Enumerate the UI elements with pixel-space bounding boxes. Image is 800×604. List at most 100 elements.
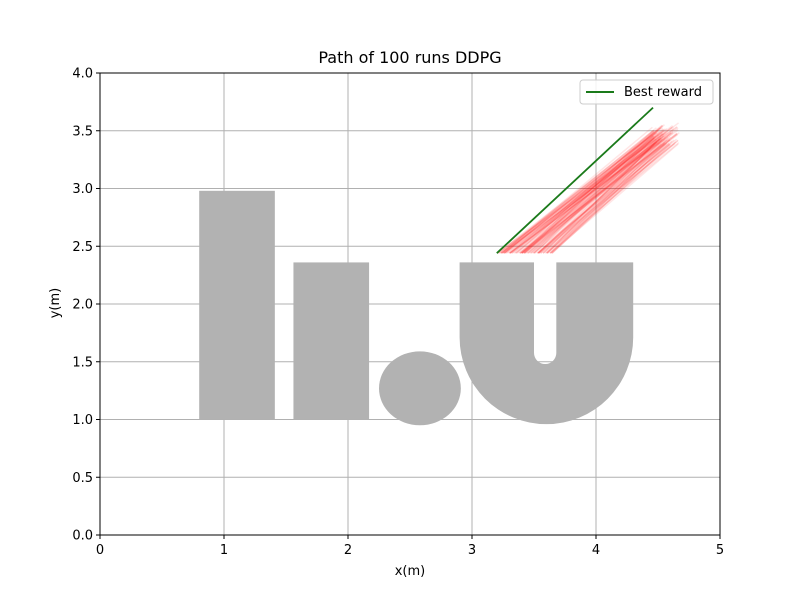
run-path-0 [523,136,669,254]
run-path-44 [531,137,655,254]
legend-box [579,79,714,105]
run-path-25 [550,143,679,254]
run-path-43 [503,132,657,254]
y-tick-label-4: 2.0 [72,298,93,313]
run-path-73 [519,132,678,254]
run-path-48 [536,139,671,254]
run-path-1 [509,130,665,254]
run-path-96 [530,138,664,254]
run-path-8 [503,124,665,254]
run-path-32 [521,133,678,254]
run-path-37 [542,141,658,254]
obstacle-circle-2 [379,351,461,426]
run-path-99 [544,142,665,254]
run-path-23 [509,132,674,254]
x-tick-label-2: 2 [344,543,352,558]
obstacle-rect-0 [199,190,275,420]
run-path-41 [523,135,655,254]
run-path-28 [508,128,664,254]
run-paths [496,122,680,254]
run-path-76 [514,134,654,254]
run-path-71 [546,142,670,254]
run-path-34 [546,142,660,254]
run-path-63 [521,132,678,254]
run-path-10 [533,138,661,254]
run-path-89 [505,127,679,254]
run-path-52 [520,133,664,254]
run-path-60 [520,131,655,254]
y-axis-label: y(m) [48,288,63,319]
x-tick-label-1: 1 [220,543,228,558]
series-lines [496,106,654,254]
run-path-42 [509,127,661,254]
run-path-64 [499,126,663,254]
x-axis-label: x(m) [395,564,426,579]
y-tick-label-6: 3.0 [72,182,93,197]
run-path-3 [519,131,661,254]
y-tick-label-8: 4.0 [72,67,93,82]
run-path-19 [519,132,672,254]
run-path-20 [549,143,662,254]
run-path-30 [496,124,663,254]
run-path-95 [537,139,668,254]
run-path-40 [523,135,654,254]
run-path-72 [542,141,658,254]
run-path-36 [533,138,678,254]
run-path-31 [520,131,655,254]
y-tick-label-0: 0.0 [72,529,93,544]
run-path-24 [511,128,675,254]
run-path-65 [551,143,672,254]
legend: Best reward [579,79,714,105]
obstacles [199,190,634,426]
run-path-66 [534,138,658,254]
run-path-51 [513,130,654,254]
obstacle-u-shape-3 [459,262,634,425]
run-path-98 [538,139,679,254]
run-path-91 [528,135,657,254]
run-path-18 [521,136,655,254]
run-path-49 [516,129,655,254]
run-path-77 [537,139,666,254]
run-path-90 [540,140,673,254]
run-path-97 [504,124,664,254]
run-path-82 [515,130,659,254]
run-path-11 [551,143,666,254]
run-path-94 [503,125,664,254]
run-path-16 [529,135,664,254]
run-path-56 [521,132,680,254]
y-tick-label-7: 3.5 [72,124,93,139]
run-path-9 [506,128,665,254]
run-path-84 [545,142,680,254]
run-path-78 [546,142,656,254]
run-path-22 [521,135,665,254]
run-path-86 [501,130,659,254]
run-path-27 [497,127,662,254]
run-path-57 [519,132,667,254]
run-path-55 [524,133,679,254]
run-path-17 [532,138,657,254]
run-path-58 [540,140,679,254]
run-path-21 [523,133,665,254]
y-tick-label-3: 1.5 [72,355,93,370]
run-path-39 [542,141,677,254]
ticks: 0 1 2 3 4 5 0.0 0.5 1.0 1.5 2.0 2.5 3.0 3.5 4.0 [72,67,724,559]
run-path-67 [525,137,662,254]
series-line-best-reward [496,106,654,254]
run-path-2 [500,126,678,254]
y-tick-label-1: 0.5 [72,471,93,486]
run-path-74 [501,127,657,254]
x-tick-label-4: 4 [592,543,600,558]
run-path-92 [549,143,670,254]
run-path-26 [538,139,671,254]
run-path-54 [503,126,678,254]
x-tick-label-3: 3 [468,543,476,558]
run-path-83 [523,134,659,254]
run-path-46 [496,126,674,254]
obstacle-rect-1 [293,262,370,420]
run-path-7 [499,122,680,254]
run-path-61 [527,136,671,254]
run-path-45 [502,128,666,254]
run-path-50 [500,129,655,254]
